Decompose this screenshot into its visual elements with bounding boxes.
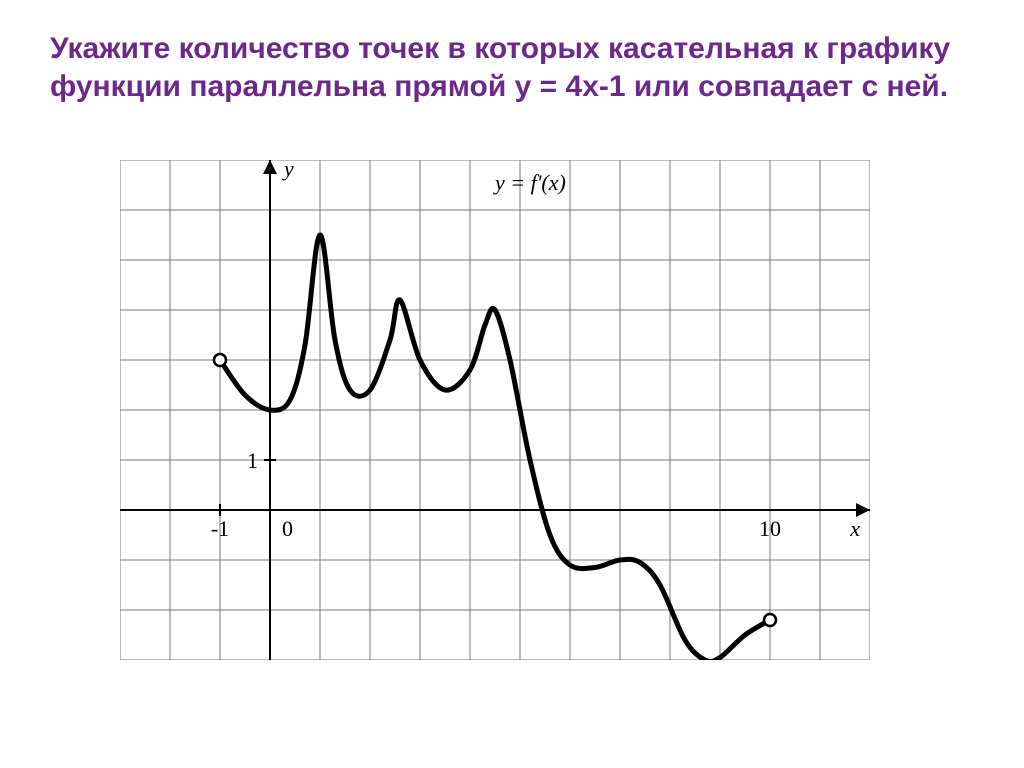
svg-text:1: 1: [247, 448, 258, 473]
chart-svg: y x -1 0 10 1 y = f'(x): [120, 160, 870, 660]
svg-text:x: x: [849, 516, 860, 541]
slide: Укажите количество точек в которых касат…: [0, 0, 1024, 768]
derivative-chart: y x -1 0 10 1 y = f'(x): [120, 160, 900, 680]
svg-text:0: 0: [282, 516, 293, 541]
svg-text:y: y: [282, 160, 294, 181]
svg-text:10: 10: [759, 516, 781, 541]
svg-text:-1: -1: [211, 516, 229, 541]
question-text: Укажите количество точек в которых касат…: [50, 30, 974, 105]
svg-text:y = f'(x): y = f'(x): [493, 170, 566, 195]
